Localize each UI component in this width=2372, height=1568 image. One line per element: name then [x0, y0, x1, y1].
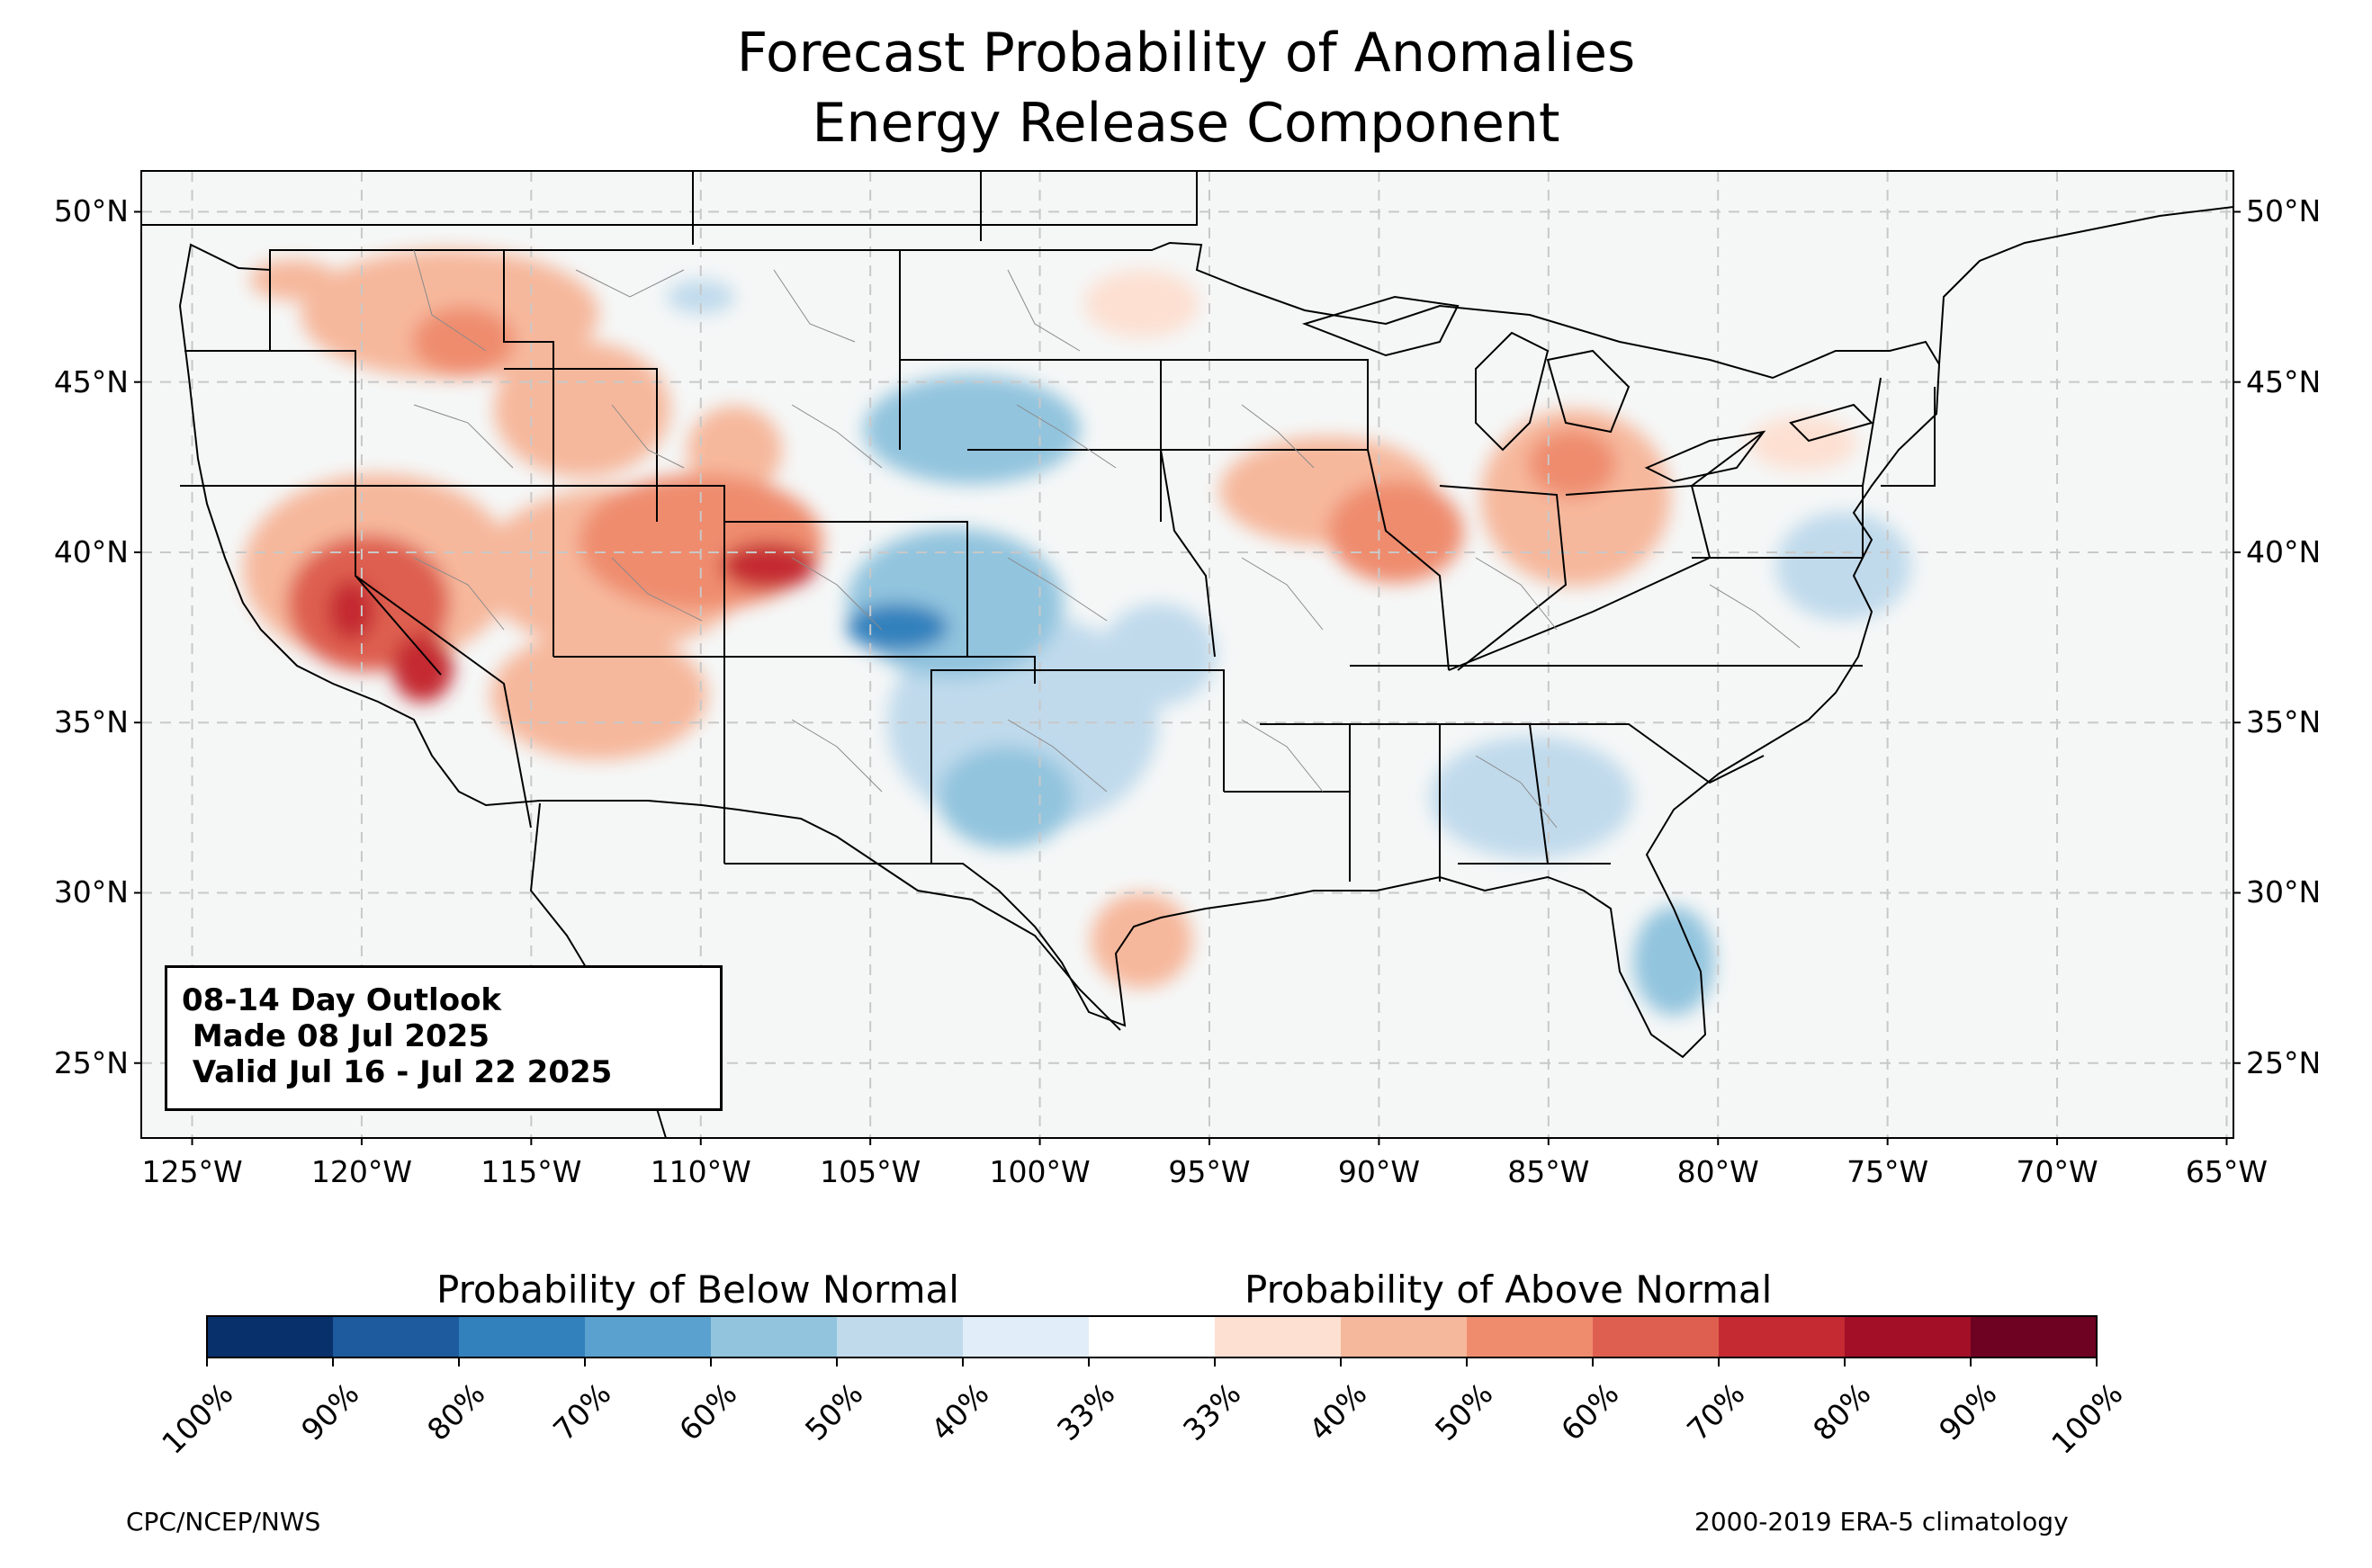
below-normal-label: Probability of Below Normal	[436, 1268, 959, 1312]
above-normal-label: Probability of Above Normal	[1244, 1268, 1773, 1312]
lon-label: 125°W	[141, 1154, 243, 1189]
above-normal-region-17	[391, 633, 454, 703]
lon-label: 85°W	[1507, 1154, 1590, 1189]
above-normal-region-14	[1327, 480, 1464, 584]
county-borders	[413, 249, 1801, 829]
lon-label: 80°W	[1676, 1154, 1759, 1189]
lat-label-right: 30°N	[2246, 874, 2322, 910]
map-frame	[140, 170, 2234, 1139]
lat-label-right: 25°N	[2246, 1044, 2322, 1080]
outlook-info-box: 08-14 Day Outlook Made 08 Jul 2025 Valid…	[165, 965, 723, 1111]
lat-label-right: 40°N	[2246, 533, 2322, 569]
above-normal-region-4	[249, 259, 338, 300]
lat-label-right: 50°N	[2246, 193, 2322, 229]
above-normal-region-8	[687, 406, 783, 495]
lon-label: 105°W	[820, 1154, 921, 1189]
credit-right: 2000-2019 ERA-5 climatology	[1694, 1507, 2069, 1537]
below-normal-region-3	[1775, 511, 1912, 621]
map-title-line2: Energy Release Component	[812, 92, 1560, 155]
lat-label-left: 30°N	[53, 874, 129, 910]
above-normal-region-18	[328, 579, 376, 641]
above-normal-region-10	[1480, 408, 1671, 587]
axis-ticks	[134, 211, 2241, 1145]
lat-label-right: 45°N	[2246, 363, 2322, 399]
lon-label: 75°W	[1846, 1154, 1929, 1189]
canada-border	[141, 171, 2233, 365]
above-normal-region-5	[493, 341, 670, 478]
above-normal-region-12	[412, 307, 515, 376]
below-normal-region-9	[846, 603, 948, 651]
above-normal-region-1	[1748, 416, 1857, 471]
below-normal-region-7	[938, 746, 1074, 849]
above-normal-region-19	[721, 542, 816, 590]
lon-label: 90°W	[1337, 1154, 1420, 1189]
lon-label: 100°W	[989, 1154, 1091, 1189]
lon-label: 65°W	[2185, 1154, 2269, 1189]
below-normal-region-2	[1429, 736, 1634, 859]
us-outline	[178, 241, 1941, 1059]
below-normal-region-4	[667, 280, 735, 314]
lat-label-left: 50°N	[53, 193, 129, 229]
lat-label-left: 35°N	[53, 704, 129, 740]
state-borders-major	[180, 250, 1936, 882]
below-normal-region-8	[1633, 906, 1715, 1016]
valid-range: Valid Jul 16 - Jul 22 2025	[182, 1054, 613, 1090]
made-date: Made 08 Jul 2025	[182, 1018, 490, 1054]
map-title-line1: Forecast Probability of Anomalies	[736, 22, 1636, 85]
lat-label-right: 35°N	[2246, 704, 2322, 740]
lat-label-left: 45°N	[53, 363, 129, 399]
lon-label: 110°W	[650, 1154, 751, 1189]
lat-label-left: 25°N	[53, 1044, 129, 1080]
above-normal-region-7	[490, 631, 708, 760]
outlook-period: 08-14 Day Outlook	[182, 982, 502, 1018]
lon-label: 115°W	[481, 1154, 582, 1189]
above-normal-region-15	[1528, 429, 1617, 498]
lat-label-left: 40°N	[53, 533, 129, 569]
credit-left: CPC/NCEP/NWS	[126, 1507, 321, 1537]
below-normal-region-1	[1101, 603, 1217, 706]
above-normal-region-11	[1091, 892, 1193, 989]
above-normal-region-0	[1083, 269, 1199, 338]
lon-label: 70°W	[2016, 1154, 2098, 1189]
lon-label: 95°W	[1168, 1154, 1251, 1189]
anomaly-layer	[243, 249, 1912, 1016]
boundaries	[141, 171, 2233, 1138]
lon-label: 120°W	[310, 1154, 412, 1189]
below-normal-region-6	[863, 375, 1081, 485]
great-lakes	[1301, 295, 1873, 483]
